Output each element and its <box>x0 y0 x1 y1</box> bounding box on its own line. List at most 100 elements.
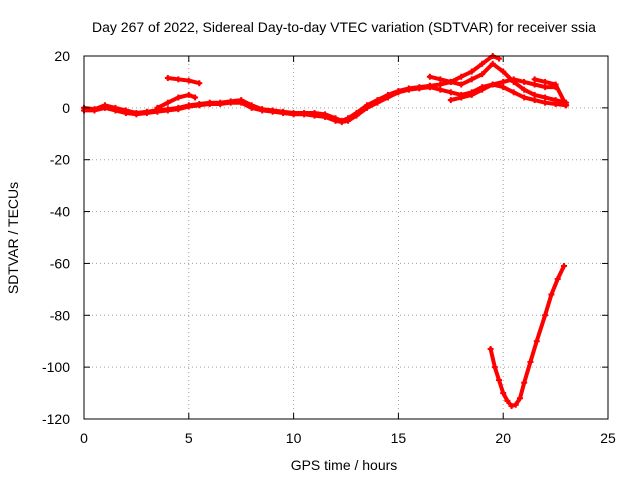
y-tick-label: -40 <box>50 204 70 220</box>
data-point <box>217 100 224 107</box>
data-point <box>122 110 129 117</box>
data-point <box>447 78 454 85</box>
data-point <box>374 99 381 106</box>
data-point <box>363 104 370 111</box>
data-point <box>504 397 511 404</box>
x-tick-labels: 0 5 10 15 20 25 <box>80 430 616 446</box>
data-point <box>554 275 561 282</box>
data-point <box>164 99 171 106</box>
y-tick-label: -60 <box>50 255 70 271</box>
data-point <box>531 97 538 104</box>
data-point <box>552 100 559 107</box>
data-point <box>426 73 433 80</box>
series-late-track-d <box>532 77 569 108</box>
data-point <box>112 107 119 114</box>
data-point <box>531 76 538 83</box>
data-point <box>437 81 444 88</box>
data-point <box>560 263 567 270</box>
data-point <box>238 99 245 106</box>
x-tick-label: 20 <box>495 430 511 446</box>
data-point <box>175 76 182 83</box>
data-point <box>395 89 402 96</box>
data-point <box>500 78 507 85</box>
data-point <box>533 338 540 345</box>
chart-title: Day 267 of 2022, Sidereal Day-to-day VTE… <box>92 19 596 35</box>
data-point <box>91 107 98 114</box>
data-point <box>516 395 523 402</box>
data-point <box>338 119 345 126</box>
data-point <box>133 111 140 118</box>
data-point <box>489 60 496 67</box>
y-tick-label: 0 <box>62 100 70 116</box>
x-tick-label: 5 <box>185 430 193 446</box>
data-point <box>416 85 423 92</box>
x-tick-label: 15 <box>391 430 407 446</box>
data-point <box>510 76 517 83</box>
data-point <box>479 60 486 67</box>
data-point <box>206 100 213 107</box>
data-point <box>259 107 266 114</box>
data-point <box>175 106 182 113</box>
data-point <box>154 104 161 111</box>
data-point <box>185 103 192 110</box>
data-point <box>542 94 549 101</box>
data-point <box>552 84 559 91</box>
x-axis-label: GPS time / hours <box>291 457 398 473</box>
x-tick-label: 0 <box>80 430 88 446</box>
series-short-segment-4-5 <box>165 76 202 86</box>
data-point <box>531 91 538 98</box>
data-point <box>479 71 486 78</box>
y-tick-labels: -120 -100 -80 -60 -40 -20 0 20 <box>42 48 70 427</box>
data-point <box>248 104 255 111</box>
data-point <box>458 73 465 80</box>
data-point <box>185 91 192 98</box>
data-point <box>227 99 234 106</box>
data-point <box>542 84 549 91</box>
data-point <box>301 111 308 118</box>
data-point <box>468 91 475 98</box>
data-point <box>164 75 171 82</box>
data-point <box>500 390 507 397</box>
data-point <box>527 358 534 365</box>
data-point <box>192 94 199 101</box>
data-point <box>384 94 391 101</box>
data-point <box>521 379 528 386</box>
data-point <box>542 78 549 85</box>
data-point <box>164 107 171 114</box>
data-point <box>458 81 465 88</box>
data-point <box>542 312 549 319</box>
data-point <box>269 108 276 115</box>
data-point <box>311 112 318 119</box>
data-point <box>280 110 287 117</box>
data-point <box>508 403 515 410</box>
data-point <box>500 84 507 91</box>
plot-frame <box>83 55 609 420</box>
y-axis-label: SDTVAR / TECUs <box>5 182 21 294</box>
data-point <box>512 401 519 408</box>
data-point <box>468 68 475 75</box>
data-point <box>468 76 475 83</box>
ticks <box>83 55 609 420</box>
data-point <box>479 86 486 93</box>
data-point <box>489 81 496 88</box>
data-point <box>521 86 528 93</box>
data-point <box>345 117 352 124</box>
data-point <box>405 86 412 93</box>
y-tick-label: -20 <box>50 152 70 168</box>
data-point <box>290 111 297 118</box>
data-point <box>196 102 203 109</box>
data-point <box>521 94 528 101</box>
data-point <box>437 76 444 83</box>
data-point <box>531 81 538 88</box>
data-point <box>548 291 555 298</box>
data-point <box>353 112 360 119</box>
y-tick-label: -120 <box>42 411 70 427</box>
data-point <box>510 89 517 96</box>
data-point <box>332 117 339 124</box>
data-point <box>196 80 203 87</box>
data-point <box>542 99 549 106</box>
data-point <box>491 364 498 371</box>
data-point <box>563 102 570 109</box>
data-point <box>447 97 454 104</box>
